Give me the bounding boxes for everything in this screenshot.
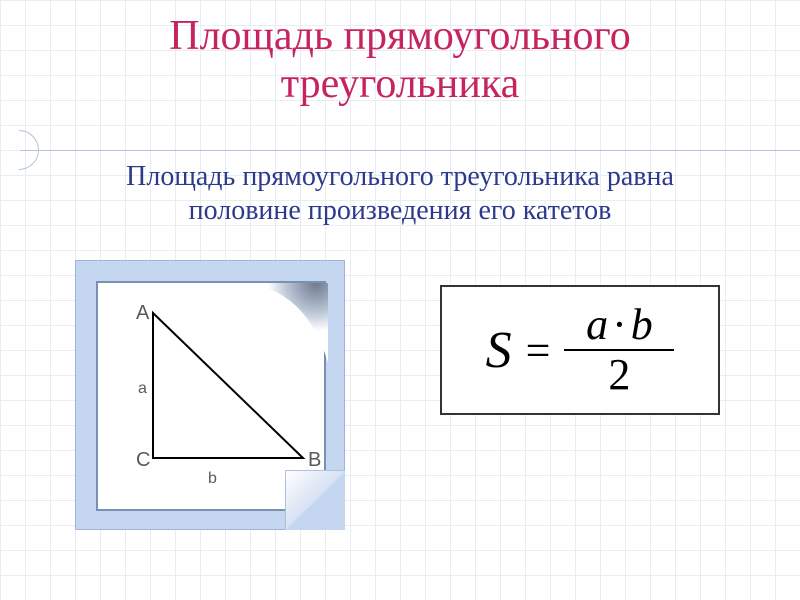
formula-fraction: a·b 2 [564,301,674,399]
vertex-label-a: A [136,302,150,324]
slide-title: Площадь прямоугольного треугольника [0,12,800,109]
formula-num-a: a [586,300,608,349]
triangle-panel: A C B a b [75,260,345,530]
vertex-label-b: B [308,449,321,471]
side-label-b: b [208,470,217,487]
area-formula: S = a·b 2 [486,301,675,399]
vertex-label-c: C [136,449,150,471]
title-line-1: Площадь прямоугольного [0,12,800,60]
formula-equals: = [526,325,551,376]
title-line-2: треугольника [0,60,800,108]
formula-box: S = a·b 2 [440,285,720,415]
side-label-a: a [138,380,147,397]
subtitle-line-2: половине произведения его катетов [0,194,800,228]
formula-dot: · [608,300,631,349]
page-curl-shadow [248,283,328,363]
page-curl-icon [285,470,345,530]
formula-num-b: b [631,300,653,349]
right-triangle [153,313,303,458]
formula-lhs: S [486,321,512,380]
slide-subtitle: Площадь прямоугольного треугольника равн… [0,160,800,227]
subtitle-line-1: Площадь прямоугольного треугольника равн… [0,160,800,194]
formula-denominator: 2 [602,351,636,399]
formula-numerator: a·b [580,301,659,349]
decor-line [20,150,800,151]
